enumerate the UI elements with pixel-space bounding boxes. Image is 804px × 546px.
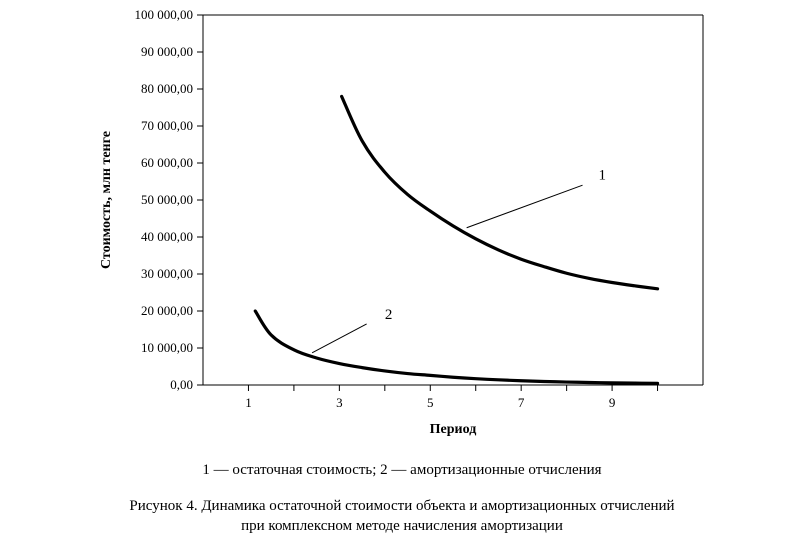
svg-text:30 000,00: 30 000,00 (141, 266, 193, 281)
svg-text:Стоимость, млн тенге: Стоимость, млн тенге (99, 131, 114, 269)
svg-text:70 000,00: 70 000,00 (141, 118, 193, 133)
caption-line-1: Рисунок 4. Динамика остаточной стоимости… (0, 498, 804, 515)
caption-line-2: при комплексном методе начисления аморти… (0, 518, 804, 535)
svg-text:90 000,00: 90 000,00 (141, 44, 193, 59)
chart-page: 0,00 10 000,00 20 000,00 30 000,00 40 000,00… (0, 0, 804, 546)
svg-text:3: 3 (336, 395, 343, 410)
svg-text:5: 5 (427, 395, 434, 410)
svg-text:100 000,00: 100 000,00 (135, 7, 194, 22)
svg-text:9: 9 (609, 395, 616, 410)
svg-text:1: 1 (598, 168, 606, 184)
svg-text:1: 1 (245, 395, 252, 410)
svg-text:40 000,00: 40 000,00 (141, 229, 193, 244)
svg-text:20 000,00: 20 000,00 (141, 303, 193, 318)
svg-text:0,00: 0,00 (170, 377, 193, 392)
legend-text: 1 — остаточная стоимость; 2 — амортизаци… (0, 462, 804, 479)
svg-text:Период: Период (430, 422, 477, 437)
svg-text:10 000,00: 10 000,00 (141, 340, 193, 355)
svg-text:80 000,00: 80 000,00 (141, 81, 193, 96)
svg-text:60 000,00: 60 000,00 (141, 155, 193, 170)
svg-text:2: 2 (385, 307, 393, 323)
svg-text:50 000,00: 50 000,00 (141, 192, 193, 207)
svg-text:7: 7 (518, 395, 525, 410)
